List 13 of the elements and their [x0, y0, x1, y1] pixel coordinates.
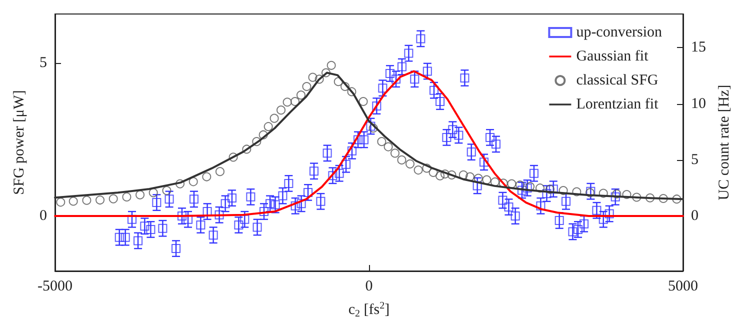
legend-label: up-conversion — [576, 24, 662, 40]
legend-label: Lorentzian fit — [576, 96, 660, 112]
y-axis-title: SFG power [μW] — [12, 90, 28, 195]
x-tick-label: 0 — [365, 278, 373, 294]
y2-tick-label: 5 — [691, 152, 698, 168]
x-tick-label: 5000 — [668, 278, 698, 294]
y2-tick-label: 10 — [691, 96, 706, 112]
legend-label: Gaussian fit — [576, 48, 650, 64]
legend-label: classical SFG — [576, 72, 658, 88]
y2-tick-label: 15 — [691, 40, 706, 56]
x-tick-label: -5000 — [38, 278, 72, 294]
y2-tick-label: 0 — [691, 208, 698, 224]
y2-axis-title: UC count rate [Hz] — [716, 84, 732, 200]
